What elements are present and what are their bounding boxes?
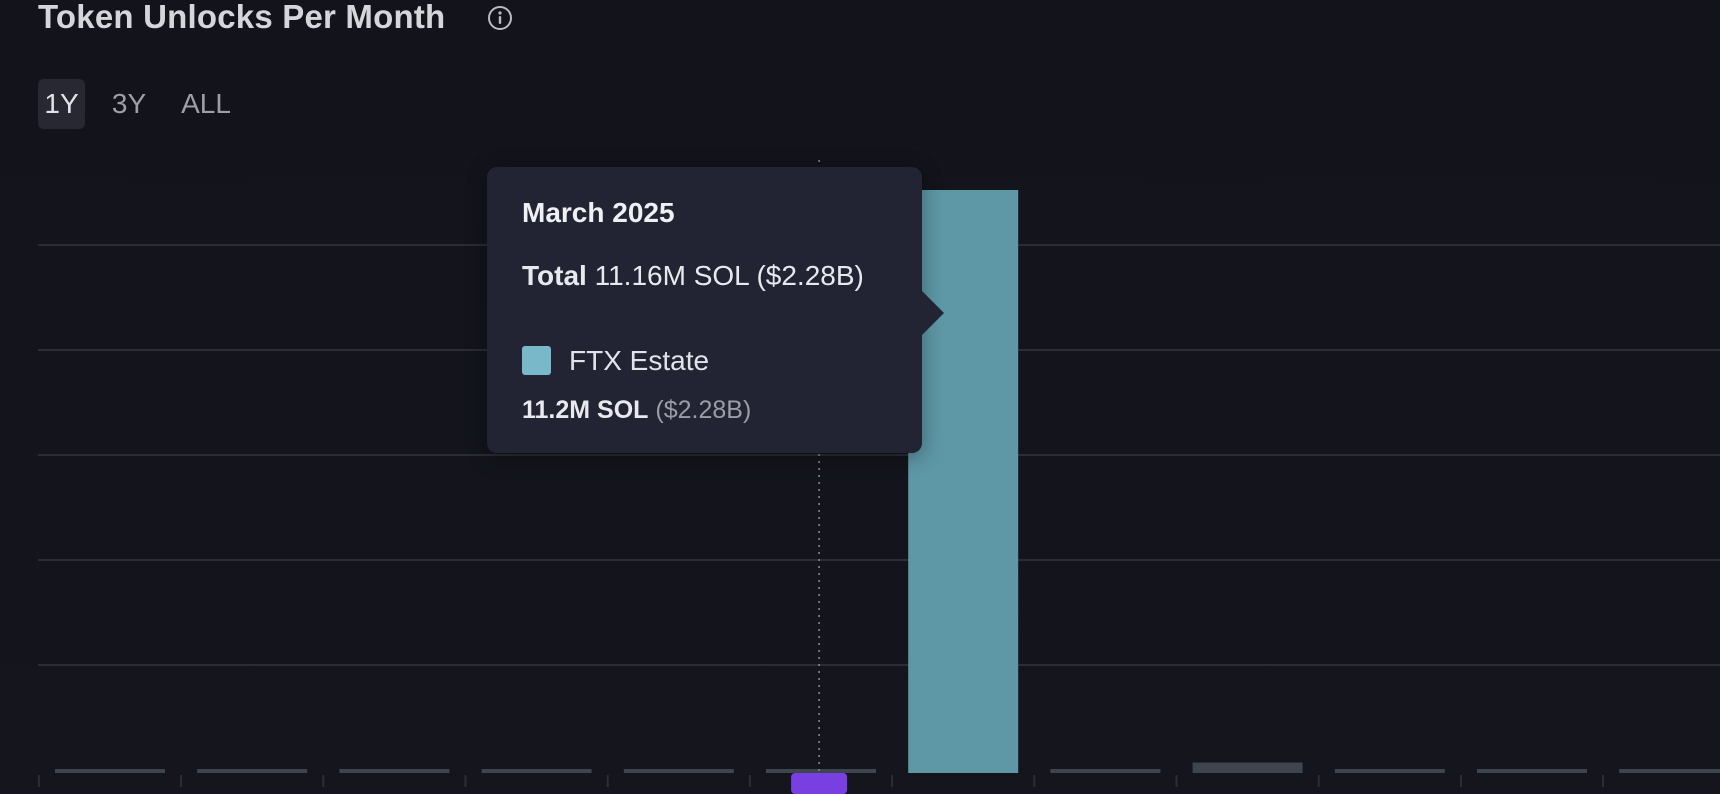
tooltip-series-usd: ($2.28B): [655, 396, 752, 424]
bar-12[interactable]: [1619, 769, 1720, 773]
bar-9[interactable]: [1192, 762, 1303, 773]
tooltip-series-amount: 11.2M SOL: [522, 396, 649, 424]
tooltip-total: Total 11.16M SOL ($2.28B): [522, 260, 864, 292]
info-icon[interactable]: [487, 5, 513, 31]
bar-5[interactable]: [623, 769, 734, 773]
bar-8[interactable]: [1050, 769, 1161, 773]
bar-2[interactable]: [197, 769, 308, 773]
hover-axis-marker: [791, 773, 848, 794]
bar-1[interactable]: [55, 769, 165, 773]
range-1y-button[interactable]: 1Y: [38, 79, 85, 129]
bar-10[interactable]: [1334, 769, 1445, 773]
bar-6[interactable]: [766, 769, 876, 773]
tooltip-series-name: FTX Estate: [569, 345, 710, 376]
bar-11[interactable]: [1477, 769, 1587, 773]
tooltip-total-value: 11.16M SOL ($2.28B): [594, 260, 864, 291]
tooltip-series-value: 11.2M SOL ($2.28B): [522, 396, 751, 425]
tooltip-series-swatch: [522, 346, 551, 375]
tooltip-total-label: Total: [522, 260, 587, 291]
bar-4[interactable]: [481, 769, 592, 773]
range-all-button[interactable]: ALL: [181, 88, 231, 119]
tooltip-month: March 2025: [522, 197, 675, 228]
chart-tooltip: March 2025 Total 11.16M SOL ($2.28B) FTX…: [487, 167, 944, 453]
bar-3[interactable]: [339, 769, 450, 773]
range-3y-button[interactable]: 3Y: [111, 88, 147, 119]
bar-7[interactable]: [908, 190, 1019, 773]
chart-title: Token Unlocks Per Month: [38, 0, 446, 35]
